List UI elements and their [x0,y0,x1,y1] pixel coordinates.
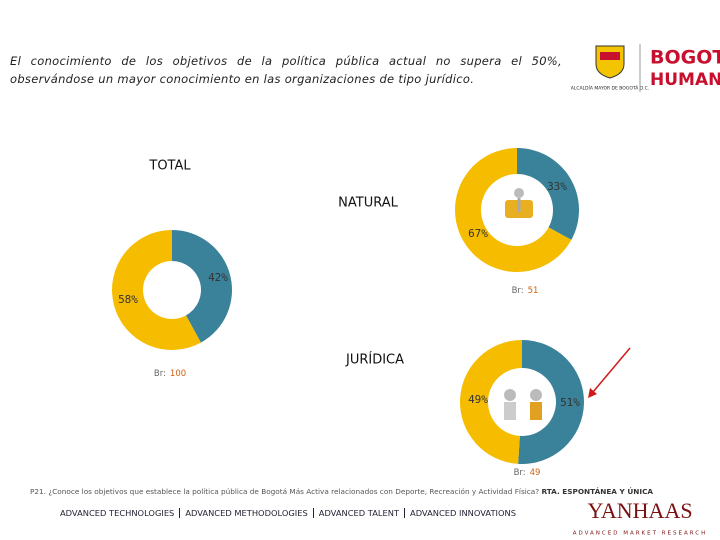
base-value: 100 [170,369,186,379]
footer-item: ADVANCED METHODOLOGIES [179,508,308,518]
bogota-logo: BOGOTÁ [650,46,720,69]
base-label: Br: 100 [154,369,186,379]
donut-slice [172,230,233,343]
humana-logo: HUMANA [650,70,720,90]
data-label: 58% [118,293,138,306]
footnote-answer-type: RTA. ESPONTÁNEA Y ÚNICA [541,487,654,496]
header-text: El conocimiento de los objetivos de la p… [10,54,562,86]
footer-item: ADVANCED TALENT [312,508,400,518]
footer-item: ADVANCED INNOVATIONS [404,508,516,518]
donut-slice [455,148,572,273]
donut-slice [112,230,201,351]
base-label: Br: 49 [514,468,541,478]
base-prefix: Br: [154,369,166,379]
data-label: 33% [547,180,567,193]
footnote-question: P21. ¿Conoce los objetivos que establece… [30,487,540,496]
donut-slice [460,340,522,464]
puzzle-icon [505,188,533,218]
base-value: 49 [530,468,541,478]
data-label: 49% [468,393,488,406]
data-label: 67% [468,227,488,240]
donut-slice [518,340,585,465]
alcaldia-logo: ALCALDÍA MAYOR DE BOGOTÁ D.C. [571,45,650,92]
footer-item: ADVANCED TECHNOLOGIES [60,508,175,518]
red-arrow [588,347,631,398]
base-label: Br: 51 [512,286,539,296]
footnote: P21. ¿Conoce los objetivos que establece… [30,487,710,496]
base-value: 51 [528,286,539,296]
handshake-icon [504,389,542,420]
data-label: 42% [208,271,228,284]
chart-title: JURÍDICA [345,352,404,368]
footer-items: ADVANCED TECHNOLOGIES ADVANCED METHODOLOG… [60,508,516,518]
donut-slice [517,148,579,240]
chart-title: NATURAL [338,196,398,211]
chart-title: TOTAL [148,159,191,174]
data-label: 51% [560,396,580,409]
base-prefix: Br: [514,468,526,478]
base-prefix: Br: [512,286,524,296]
alcaldia-text: ALCALDÍA MAYOR DE BOGOTÁ D.C. [571,85,650,92]
